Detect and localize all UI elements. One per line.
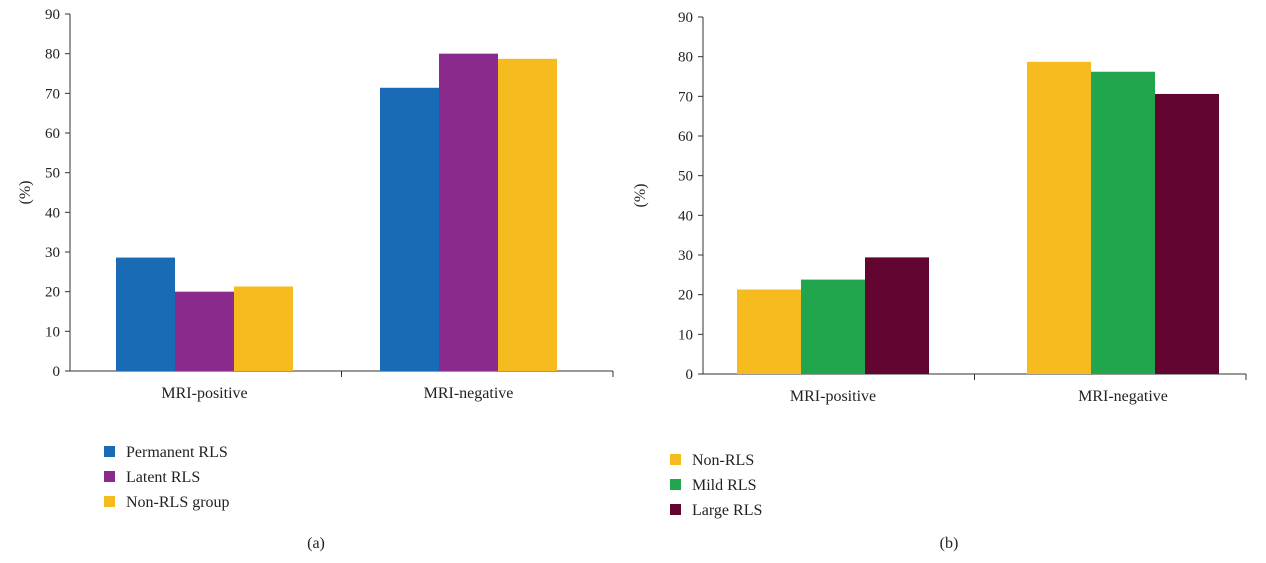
bar — [1155, 93, 1219, 374]
y-tick-label: 80 — [45, 47, 60, 63]
y-tick-label: 50 — [678, 169, 693, 185]
legend-label: Non-RLS group — [126, 494, 230, 511]
x-category-label: MRI-negative — [424, 385, 514, 402]
y-tick-label: 40 — [45, 205, 60, 221]
bar — [737, 289, 801, 374]
bar — [801, 279, 865, 374]
bar-chart-a: 0 10 20 30 40 50 60 70 80 90 (%) MRI-positive MRI-ne… — [17, 7, 614, 552]
y-tick-label: 90 — [678, 10, 693, 26]
panel-label: (a) — [307, 535, 325, 552]
bar — [1091, 71, 1155, 375]
x-category-label: MRI-negative — [1078, 388, 1168, 405]
legend-label: Mild RLS — [692, 477, 756, 494]
bar — [865, 257, 929, 374]
bar — [1027, 61, 1091, 374]
legend-label: Non-RLS — [692, 452, 754, 469]
y-axis-label: (%) — [633, 184, 649, 208]
bar — [116, 257, 175, 371]
y-tick-label: 10 — [45, 324, 60, 340]
chart-panel-a: 0 10 20 30 40 50 60 70 80 90 (%) MRI-positive MRI-ne… — [0, 0, 633, 558]
y-tick-label: 0 — [686, 367, 694, 383]
y-tick-label: 80 — [678, 50, 693, 66]
x-category-label: MRI-positive — [790, 388, 876, 405]
y-tick-label: 60 — [45, 126, 60, 142]
y-tick-label: 30 — [45, 245, 60, 261]
y-tick-label: 70 — [678, 89, 693, 105]
bar — [498, 58, 557, 371]
bar — [380, 87, 439, 371]
y-tick-label: 10 — [678, 327, 693, 343]
y-tick-label: 0 — [53, 364, 61, 380]
legend-swatch — [670, 504, 681, 515]
bar — [175, 291, 234, 371]
legend-swatch — [670, 479, 681, 490]
y-tick-label: 90 — [45, 7, 60, 23]
panel-label: (b) — [940, 535, 959, 552]
legend-label: Large RLS — [692, 502, 762, 519]
bar-chart-b: 0 10 20 30 40 50 60 70 80 90 (%) MRI-positive MRI-ne… — [632, 10, 1247, 552]
y-tick-label: 50 — [45, 166, 60, 182]
bar — [439, 53, 498, 372]
legend-swatch — [670, 454, 681, 465]
y-tick-label: 70 — [45, 86, 60, 102]
legend-swatch — [104, 496, 115, 507]
legend-swatch — [104, 446, 115, 457]
y-tick-label: 20 — [678, 288, 693, 304]
y-tick-label: 40 — [678, 208, 693, 224]
chart-panel-b: 0 10 20 30 40 50 60 70 80 90 (%) MRI-positive MRI-ne… — [632, 0, 1266, 558]
x-category-label: MRI-positive — [161, 385, 247, 402]
legend-label: Latent RLS — [126, 469, 200, 486]
bar — [234, 286, 293, 371]
y-axis-label: (%) — [17, 181, 34, 205]
legend-swatch — [104, 471, 115, 482]
y-tick-label: 20 — [45, 285, 60, 301]
y-tick-label: 60 — [678, 129, 693, 145]
legend-label: Permanent RLS — [126, 444, 228, 461]
y-tick-label: 30 — [678, 248, 693, 264]
